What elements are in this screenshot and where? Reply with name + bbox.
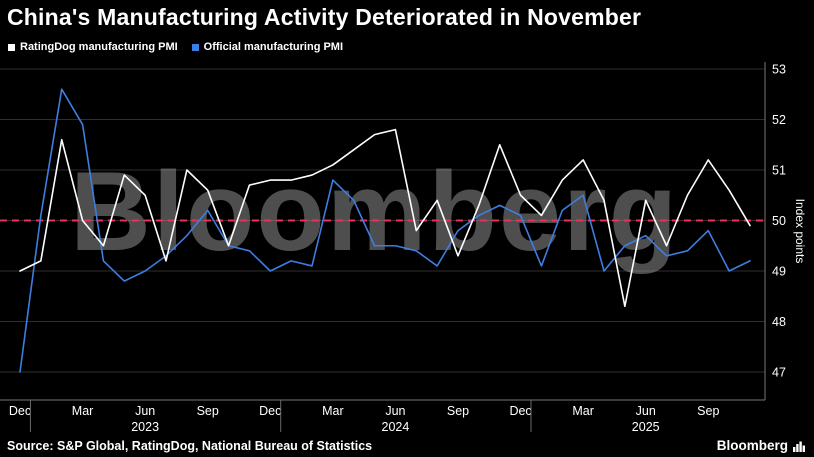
legend: RatingDog manufacturing PMI Official man… xyxy=(8,41,343,53)
y-tick-label: 53 xyxy=(772,63,786,77)
year-label: 2025 xyxy=(632,420,660,434)
source-text: Source: S&P Global, RatingDog, National … xyxy=(7,439,373,453)
bloomberg-brand: Bloomberg xyxy=(717,438,805,453)
legend-item-ratingdog-pmi: RatingDog manufacturing PMI xyxy=(8,41,178,53)
x-tick-label: Mar xyxy=(72,404,94,418)
x-tick-label: Dec xyxy=(9,404,31,418)
y-tick-label: 50 xyxy=(772,214,786,228)
line-ratingdog-manufacturing-pmi xyxy=(19,128,751,308)
x-tick-label: Sep xyxy=(697,404,719,418)
x-tick-label: Sep xyxy=(197,404,219,418)
legend-swatch-official xyxy=(191,43,199,51)
y-tick-label: 47 xyxy=(772,366,786,380)
bloomberg-brand-label: Bloomberg xyxy=(716,438,788,453)
x-tick-label: Jun xyxy=(636,404,656,418)
legend-swatch-ratingdog xyxy=(8,43,15,51)
y-tick-label: 49 xyxy=(772,265,786,279)
year-label: 2023 xyxy=(131,420,159,434)
y-tick-label: 51 xyxy=(772,164,786,178)
x-tick-label: Mar xyxy=(572,404,594,418)
chart-title: China's Manufacturing Activity Deteriora… xyxy=(7,4,642,30)
bloomberg-logo-icon xyxy=(793,441,805,452)
y-tick-label: 52 xyxy=(772,113,786,127)
x-tick-label: Jun xyxy=(385,404,405,418)
x-tick-label: Sep xyxy=(447,404,469,418)
legend-label-official: Official manufacturing PMI xyxy=(203,41,344,53)
x-tick-label: Dec xyxy=(509,404,531,418)
bloomberg-watermark: Bloomberg xyxy=(70,149,679,274)
x-tick-label: Dec xyxy=(259,404,281,418)
y-tick-label: 48 xyxy=(772,315,786,329)
y-axis-title: Index points xyxy=(793,199,807,264)
line-official-manufacturing-pmi xyxy=(19,88,751,373)
x-tick-label: Jun xyxy=(135,404,155,418)
x-tick-label: Mar xyxy=(322,404,344,418)
legend-label-ratingdog: RatingDog manufacturing PMI xyxy=(20,41,178,53)
year-label: 2024 xyxy=(382,420,410,434)
legend-item-official-pmi: Official manufacturing PMI xyxy=(191,41,344,53)
